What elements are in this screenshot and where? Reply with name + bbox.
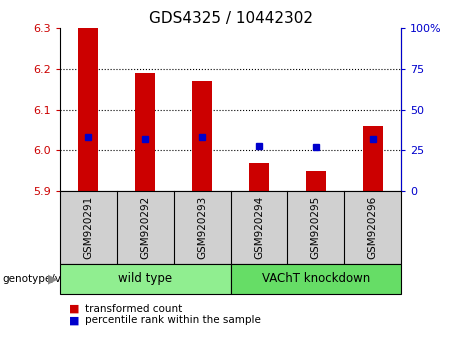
Text: GSM920296: GSM920296 (367, 196, 378, 259)
Text: genotype/variation: genotype/variation (2, 274, 101, 284)
Title: GDS4325 / 10442302: GDS4325 / 10442302 (148, 11, 313, 26)
Text: GSM920292: GSM920292 (140, 196, 150, 259)
Bar (192, 81, 212, 191)
Text: ■: ■ (69, 315, 80, 325)
Text: wild type: wild type (118, 272, 172, 285)
Bar (135, 73, 155, 191)
Text: GSM920294: GSM920294 (254, 196, 264, 259)
Bar (306, 171, 326, 191)
Text: GSM920293: GSM920293 (197, 196, 207, 259)
Text: GSM920291: GSM920291 (83, 196, 94, 259)
Text: VAChT knockdown: VAChT knockdown (262, 272, 370, 285)
Text: ▶: ▶ (48, 272, 58, 285)
Bar (78, 28, 98, 191)
Bar (363, 126, 383, 191)
Bar (249, 163, 269, 191)
Text: percentile rank within the sample: percentile rank within the sample (85, 315, 261, 325)
Text: transformed count: transformed count (85, 304, 183, 314)
Text: GSM920295: GSM920295 (311, 196, 321, 259)
Text: ■: ■ (69, 304, 80, 314)
